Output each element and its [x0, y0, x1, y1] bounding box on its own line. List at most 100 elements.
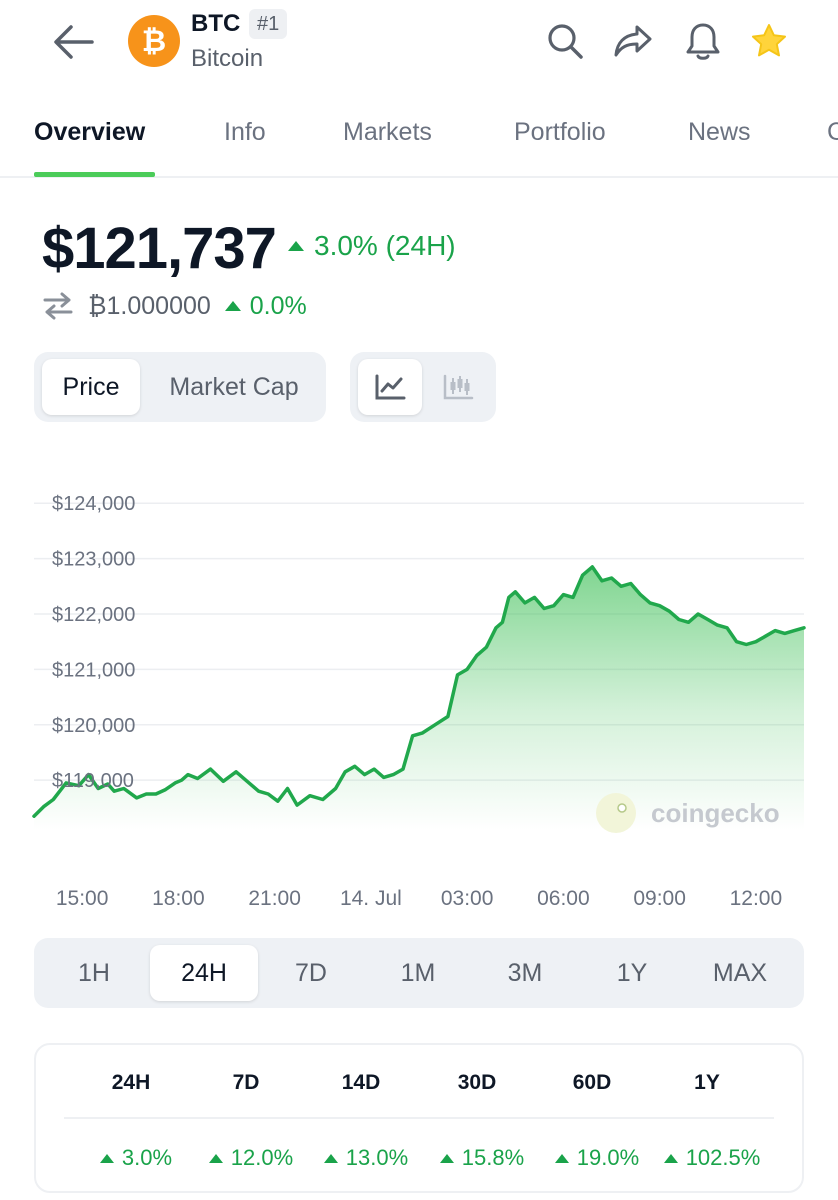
range-max-button[interactable]: MAX — [712, 958, 768, 987]
price-data-point — [735, 640, 738, 643]
price-data-point — [392, 773, 395, 776]
price-data-point — [629, 582, 632, 585]
price-marketcap-toggle: Price Market Cap — [34, 352, 326, 422]
up-triangle-icon — [663, 1153, 678, 1163]
back-button[interactable] — [50, 20, 96, 64]
market-cap-toggle-button[interactable]: Market Cap — [169, 372, 299, 401]
price-data-point — [562, 593, 565, 596]
candlestick-chart-button[interactable] — [426, 359, 490, 415]
price-data-point — [716, 624, 719, 626]
price-data-point — [123, 787, 125, 790]
price-performance-table: 24H 7D 14D 30D 60D 1Y 3.0% 12.0% 13.0% 1… — [34, 1043, 804, 1193]
coin-header: ₿ BTC #1 Bitcoin — [0, 0, 838, 90]
x-tick-label: 18:00 — [152, 887, 205, 910]
coin-tabs: Overview Info Markets Portfolio News C — [0, 108, 838, 178]
price-data-point — [97, 787, 99, 790]
price-data-point — [552, 604, 555, 607]
candlestick-icon — [443, 374, 474, 400]
coin-symbol: BTC — [191, 10, 241, 37]
price-data-point — [434, 723, 436, 726]
perf-value-14d-text: 13.0% — [345, 1145, 409, 1170]
perf-header-60d: 60D — [572, 1071, 612, 1094]
price-data-point — [543, 607, 545, 610]
alert-button[interactable] — [682, 20, 724, 62]
up-triangle-icon — [323, 1153, 338, 1163]
price-data-point — [411, 735, 414, 737]
price-data-point — [257, 790, 260, 793]
bitcoin-logo: ₿ — [128, 15, 180, 67]
up-triangle-icon — [208, 1153, 223, 1163]
range-3m-button[interactable]: 3M — [507, 958, 543, 987]
current-price: $121,737 — [42, 216, 277, 281]
price-data-point — [354, 765, 356, 768]
price-data-point — [222, 780, 225, 783]
price-data-point — [508, 596, 510, 599]
price-data-point — [687, 621, 690, 624]
tab-news[interactable]: News — [688, 118, 751, 146]
favorite-button[interactable] — [748, 20, 790, 62]
price-data-point — [601, 579, 603, 582]
range-1y-button[interactable]: 1Y — [616, 958, 648, 987]
price-data-point — [78, 784, 80, 787]
price-data-point — [456, 674, 459, 676]
star-icon — [752, 24, 786, 57]
price-toggle-button[interactable]: Price — [42, 359, 140, 415]
btc-price-row: ₿1.000000 0.0% — [42, 291, 307, 321]
swap-icon — [43, 292, 73, 320]
price-data-point — [533, 596, 536, 599]
range-7d-button[interactable]: 7D — [295, 958, 327, 987]
tab-overview[interactable]: Overview — [34, 118, 146, 146]
tab-markets[interactable]: Markets — [343, 118, 432, 146]
up-triangle-icon — [439, 1153, 454, 1163]
price-data-point — [382, 776, 385, 779]
x-tick-label: 09:00 — [633, 887, 686, 910]
price-data-point — [697, 613, 699, 615]
price-data-point — [248, 782, 250, 784]
rank-badge: #1 — [249, 9, 288, 39]
price-data-point — [495, 627, 497, 629]
price-data-point — [774, 629, 776, 632]
price-data-point — [180, 779, 183, 781]
price-data-point — [581, 574, 584, 577]
price-data-point — [235, 771, 237, 773]
time-range-selector: 1H 24H 7D 1M 3M 1Y MAX — [34, 938, 804, 1008]
price-data-point — [155, 793, 157, 795]
range-24h-button[interactable]: 24H — [150, 945, 258, 1001]
x-tick-label: 14. Jul — [340, 887, 402, 910]
tab-partial[interactable]: C — [827, 118, 838, 146]
price-data-point — [620, 585, 622, 588]
perf-value-24h: 3.0% — [71, 1145, 201, 1171]
range-1h-button[interactable]: 1H — [78, 958, 110, 987]
price-data-point — [145, 793, 148, 795]
price-data-point — [514, 591, 517, 593]
price-data-point — [187, 773, 189, 776]
perf-value-24h-text: 3.0% — [121, 1145, 173, 1170]
tab-portfolio[interactable]: Portfolio — [514, 118, 606, 146]
btc-change-text: 0.0% — [249, 291, 307, 320]
price-data-point — [447, 715, 449, 718]
share-button[interactable] — [612, 20, 654, 62]
price-data-point — [572, 596, 574, 599]
price-data-point — [286, 787, 289, 790]
range-1m-button[interactable]: 1M — [400, 958, 436, 987]
price-data-point — [164, 788, 167, 791]
price-data-point — [334, 787, 337, 790]
price-data-point — [421, 732, 424, 734]
price-chart[interactable]: coingecko $124,000 $123,000 $122,000 $121,0… — [0, 470, 838, 920]
price-data-point — [196, 777, 199, 780]
up-triangle-icon — [99, 1153, 114, 1163]
tab-info[interactable]: Info — [224, 118, 266, 146]
x-tick-label: 21:00 — [248, 887, 301, 910]
line-chart-button[interactable] — [358, 359, 422, 415]
price-data-point — [174, 782, 176, 784]
perf-value-60d: 19.0% — [532, 1145, 662, 1171]
price-data-point — [42, 805, 45, 808]
x-tick-label: 06:00 — [537, 887, 590, 910]
price-data-point — [87, 773, 90, 776]
share-icon — [614, 25, 652, 57]
price-change-24h: 3.0% (24H) — [288, 230, 456, 262]
price-data-point — [321, 798, 324, 801]
price-data-point — [524, 602, 526, 604]
search-button[interactable] — [544, 20, 586, 62]
price-data-point — [755, 640, 757, 643]
